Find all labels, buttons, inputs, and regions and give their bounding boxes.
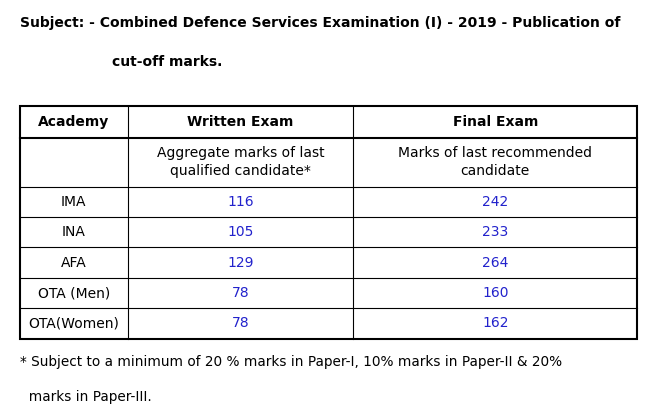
- Text: Subject: - Combined Defence Services Examination (I) - 2019 - Publication of: Subject: - Combined Defence Services Exa…: [20, 16, 620, 30]
- Text: Final Exam: Final Exam: [453, 115, 538, 129]
- Text: 78: 78: [232, 317, 249, 330]
- Text: * Subject to a minimum of 20 % marks in Paper-I, 10% marks in Paper-II & 20%: * Subject to a minimum of 20 % marks in …: [20, 355, 562, 369]
- Text: INA: INA: [62, 225, 85, 239]
- Text: Academy: Academy: [38, 115, 109, 129]
- Text: 160: 160: [482, 286, 509, 300]
- Text: 116: 116: [227, 195, 254, 209]
- Text: Marks of last recommended
candidate: Marks of last recommended candidate: [398, 146, 592, 178]
- Text: 105: 105: [227, 225, 254, 239]
- Text: 233: 233: [482, 225, 509, 239]
- Text: 162: 162: [482, 317, 509, 330]
- Text: 264: 264: [482, 256, 509, 270]
- Text: OTA(Women): OTA(Women): [28, 317, 119, 330]
- Text: OTA (Men): OTA (Men): [37, 286, 110, 300]
- Text: Aggregate marks of last
qualified candidate*: Aggregate marks of last qualified candid…: [156, 146, 325, 178]
- Text: 242: 242: [482, 195, 509, 209]
- Text: 78: 78: [232, 286, 249, 300]
- Text: cut-off marks.: cut-off marks.: [112, 55, 222, 69]
- Text: Written Exam: Written Exam: [187, 115, 294, 129]
- Text: marks in Paper-III.: marks in Paper-III.: [20, 390, 152, 404]
- Text: 129: 129: [227, 256, 254, 270]
- Text: AFA: AFA: [61, 256, 87, 270]
- Text: IMA: IMA: [61, 195, 87, 209]
